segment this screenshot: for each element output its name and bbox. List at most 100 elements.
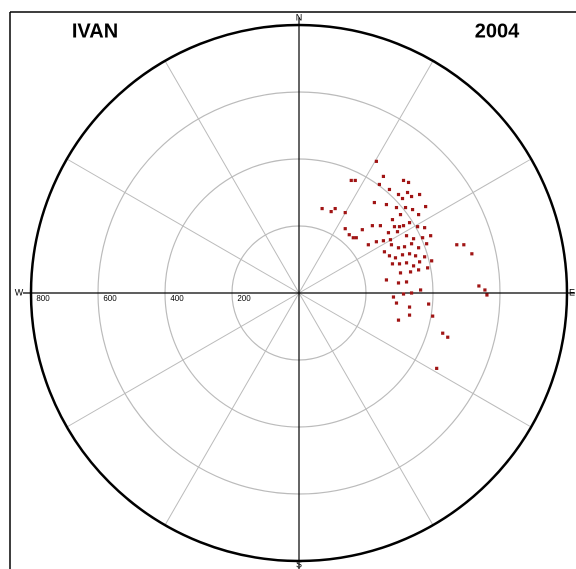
point [333, 206, 337, 211]
point [409, 194, 414, 199]
r-tick-label: 800 [36, 294, 50, 303]
point [374, 159, 378, 163]
direction-label: S [296, 559, 302, 569]
point [406, 180, 411, 185]
point [377, 182, 381, 187]
point [400, 196, 405, 201]
point [483, 288, 487, 292]
point [390, 218, 395, 222]
point [416, 246, 421, 250]
point [394, 301, 399, 305]
point [416, 268, 421, 272]
point [416, 213, 421, 217]
point [390, 262, 395, 266]
point [400, 253, 405, 257]
point [397, 225, 402, 229]
point [366, 243, 370, 247]
point [387, 187, 392, 192]
point [343, 227, 347, 231]
point [411, 264, 416, 268]
point [431, 314, 435, 318]
point [398, 271, 403, 275]
point [351, 236, 355, 240]
point [372, 200, 376, 205]
point [392, 225, 397, 229]
point [418, 260, 422, 264]
point [387, 254, 392, 258]
point [477, 284, 481, 288]
point [391, 295, 396, 299]
point [404, 280, 409, 284]
point [386, 231, 391, 235]
point [404, 261, 409, 265]
point [343, 211, 347, 215]
point [381, 174, 386, 179]
point [423, 226, 427, 230]
point [401, 224, 406, 228]
point [395, 230, 400, 234]
point [397, 262, 402, 266]
point [446, 335, 450, 339]
point [418, 192, 422, 197]
point [425, 242, 429, 246]
point [398, 213, 403, 217]
point [393, 256, 398, 260]
point [410, 207, 415, 212]
point [407, 221, 412, 225]
direction-label: N [296, 12, 303, 22]
point [347, 233, 351, 237]
point [415, 225, 420, 229]
point [407, 305, 412, 309]
point [430, 259, 434, 263]
point [394, 205, 399, 210]
point [382, 250, 387, 254]
point [360, 228, 364, 232]
point [402, 245, 407, 249]
direction-label: E [569, 287, 575, 297]
point [401, 292, 406, 296]
point [370, 224, 374, 228]
r-tick-label: 400 [170, 294, 184, 303]
point [329, 209, 333, 214]
point [409, 242, 414, 246]
point [427, 302, 431, 306]
point [424, 204, 428, 209]
direction-label: W [15, 287, 24, 297]
point [413, 254, 418, 258]
point [408, 270, 413, 274]
point [403, 205, 408, 210]
point [411, 237, 416, 241]
point [409, 291, 414, 295]
point [388, 238, 393, 242]
point [353, 178, 357, 183]
point [396, 192, 401, 197]
point [349, 178, 353, 183]
point [396, 281, 401, 285]
point [389, 243, 394, 247]
point [354, 236, 358, 240]
point [435, 366, 439, 370]
point [419, 288, 423, 292]
point [384, 202, 389, 207]
point [381, 239, 386, 243]
point [485, 293, 489, 297]
chart-subtitle: 2004 [475, 20, 520, 42]
point [396, 318, 401, 322]
point [407, 252, 412, 256]
point [320, 206, 324, 211]
r-tick-label: 600 [103, 294, 117, 303]
point [404, 234, 409, 238]
point [401, 178, 406, 183]
point [423, 255, 427, 259]
point [429, 234, 433, 238]
point [384, 278, 389, 282]
point [378, 224, 383, 228]
point [405, 190, 410, 195]
point [396, 246, 401, 250]
point [462, 243, 466, 247]
point [470, 252, 474, 256]
point [455, 243, 459, 247]
chart-title: IVAN [72, 20, 118, 42]
point [407, 313, 412, 317]
